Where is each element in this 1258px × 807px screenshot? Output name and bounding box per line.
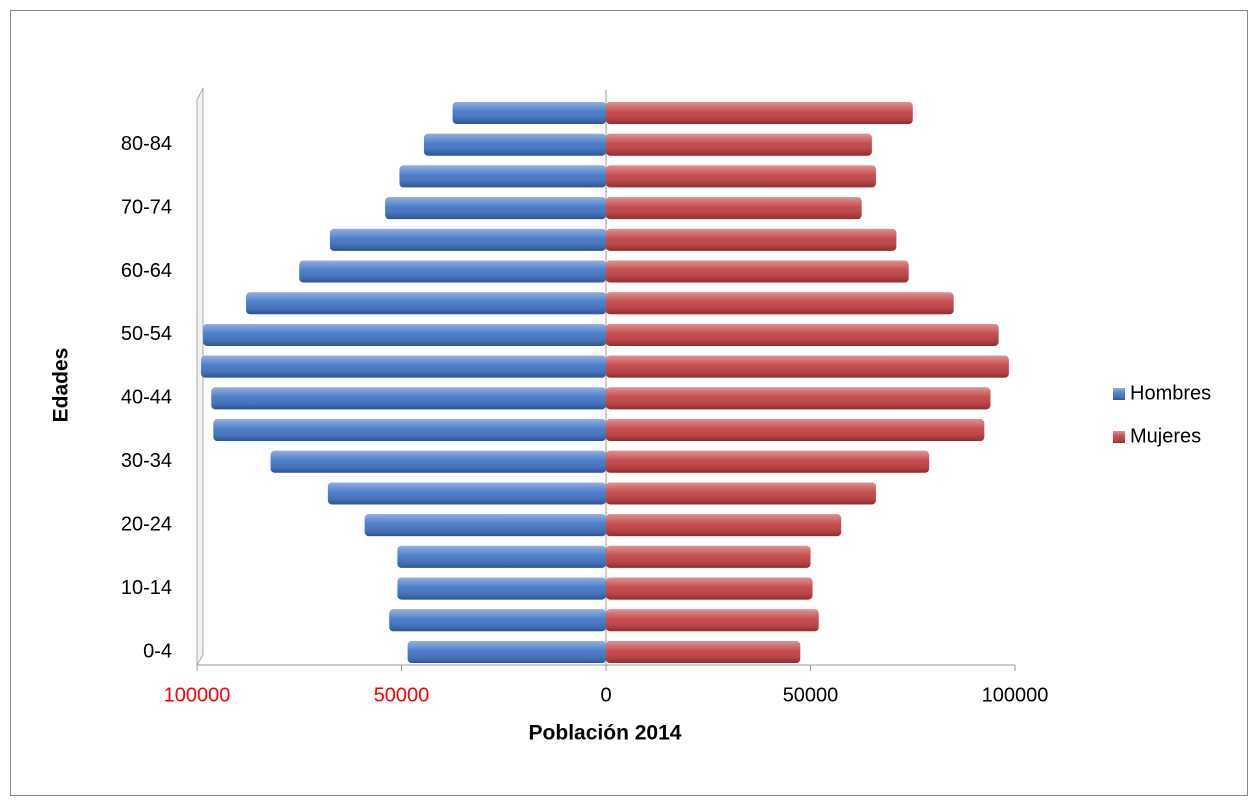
bar-shine	[246, 292, 606, 315]
bar-shine	[299, 260, 606, 283]
bar-shine	[606, 102, 913, 124]
x-tick-label: 50000	[783, 684, 839, 706]
y-tick-label: 50-54	[121, 323, 172, 345]
x-tick-label: 100000	[164, 684, 231, 706]
y-tick-label: 40-44	[121, 387, 172, 409]
bar-shine	[329, 228, 606, 251]
bar-shine	[606, 387, 991, 410]
bar-shine	[606, 545, 811, 568]
bar-shine	[397, 577, 606, 600]
bar-shine	[399, 165, 606, 188]
x-tick-label: 50000	[374, 684, 430, 706]
legend-label: Hombres	[1130, 382, 1211, 404]
bar-shine	[397, 545, 606, 568]
bar-shine	[364, 514, 606, 537]
bar-shine	[270, 450, 606, 473]
x-axis-title: Población 2014	[529, 722, 682, 745]
bar-shine	[606, 165, 876, 188]
bar-shine	[201, 355, 606, 378]
bar-shine	[606, 609, 819, 632]
bar-shine	[211, 387, 606, 410]
bar-shine	[606, 641, 801, 663]
bar-shine	[203, 323, 606, 346]
bar-shine	[389, 609, 606, 632]
legend-swatch-shine	[1113, 431, 1125, 443]
legend-label: Mujeres	[1130, 425, 1201, 447]
bar-shine	[452, 102, 606, 124]
y-tick-label: 0-4	[143, 640, 172, 662]
y-tick-label: 30-34	[121, 450, 172, 472]
y-axis-title: Edades	[50, 348, 73, 423]
bar-shine	[423, 133, 606, 156]
y-tick-label: 20-24	[121, 513, 172, 535]
bar-shine	[606, 419, 985, 442]
bar-shine	[327, 482, 606, 505]
bar-shine	[606, 260, 909, 283]
axis-wall	[196, 87, 204, 667]
y-tick-label: 10-14	[121, 577, 172, 599]
bar-shine	[606, 482, 876, 505]
y-tick-label: 60-64	[121, 260, 172, 282]
bar-shine	[213, 419, 607, 442]
y-tick-label: 70-74	[121, 196, 172, 218]
legend-swatch-shine	[1113, 388, 1125, 400]
bar-shine	[407, 641, 606, 663]
bar-shine	[606, 514, 842, 537]
bar-shine	[606, 292, 954, 315]
bar-shine	[606, 228, 897, 251]
y-tick-label: 80-84	[121, 133, 172, 155]
bar-shine	[606, 197, 862, 220]
x-tick-label: 0	[600, 684, 611, 706]
bar-shine	[606, 577, 813, 600]
bar-shine	[606, 133, 872, 156]
bar-shine	[606, 450, 930, 473]
x-tick-label: 100000	[982, 684, 1049, 706]
bar-shine	[606, 355, 1009, 378]
bar-shine	[385, 197, 606, 220]
bar-shine	[606, 323, 999, 346]
